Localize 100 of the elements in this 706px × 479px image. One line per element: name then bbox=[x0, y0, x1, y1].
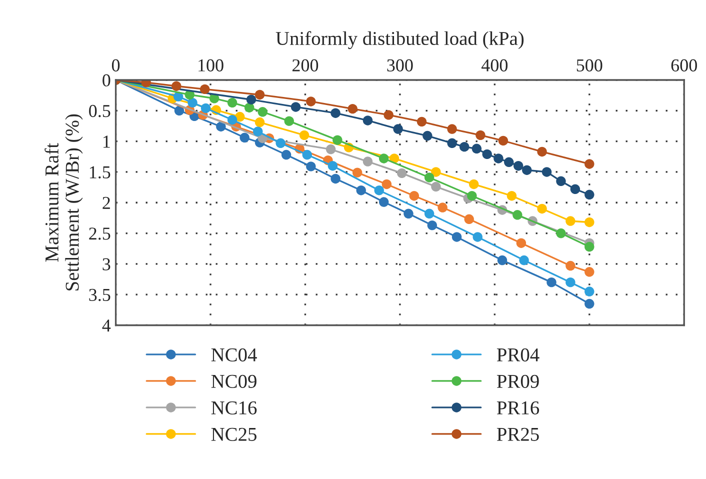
point bbox=[427, 220, 438, 230]
point bbox=[472, 232, 482, 242]
point bbox=[174, 106, 184, 116]
point bbox=[348, 104, 358, 114]
point bbox=[240, 132, 250, 142]
point bbox=[188, 98, 198, 108]
x-tick-label: 0 bbox=[112, 59, 120, 72]
point bbox=[378, 197, 389, 207]
point bbox=[422, 130, 432, 141]
legend-label: NC09 bbox=[211, 374, 256, 388]
point bbox=[396, 168, 407, 178]
point bbox=[200, 103, 211, 114]
point bbox=[362, 156, 373, 166]
point bbox=[253, 126, 263, 136]
point bbox=[537, 204, 547, 214]
point bbox=[284, 116, 294, 126]
point bbox=[330, 174, 340, 184]
point bbox=[326, 144, 336, 154]
y-tick-label: 3.5 bbox=[89, 288, 110, 302]
point bbox=[566, 216, 576, 226]
point bbox=[306, 162, 316, 172]
point bbox=[393, 124, 403, 134]
point bbox=[352, 168, 362, 178]
point bbox=[200, 84, 210, 94]
y-axis-title: Maximum Raft Settlement (W/Br) (%) bbox=[44, 114, 83, 290]
point bbox=[172, 81, 182, 91]
point bbox=[374, 185, 384, 196]
point bbox=[460, 142, 470, 152]
point bbox=[416, 116, 427, 127]
point bbox=[512, 210, 522, 220]
point bbox=[513, 160, 524, 171]
point bbox=[464, 214, 474, 224]
point bbox=[584, 286, 594, 296]
point bbox=[362, 116, 373, 126]
point bbox=[332, 135, 342, 145]
y-tick-label: 2 bbox=[102, 196, 110, 209]
point bbox=[431, 167, 441, 177]
point bbox=[546, 277, 556, 288]
point bbox=[299, 130, 310, 140]
point bbox=[216, 122, 226, 132]
y-tick-label: 1 bbox=[103, 136, 110, 148]
x-tick-label: 400 bbox=[481, 59, 508, 72]
point bbox=[438, 202, 448, 212]
point bbox=[254, 117, 265, 128]
x-tick-label: 500 bbox=[576, 59, 602, 72]
point bbox=[522, 165, 532, 175]
legend-label: PR04 bbox=[496, 348, 540, 362]
point bbox=[244, 102, 254, 112]
x-tick-label: 200 bbox=[292, 59, 318, 72]
point bbox=[227, 114, 238, 125]
point bbox=[468, 179, 479, 190]
point bbox=[276, 138, 286, 148]
point bbox=[409, 191, 420, 201]
point bbox=[258, 107, 268, 117]
x-axis-title: Uniformly distibuted load (kPa) bbox=[276, 31, 524, 50]
point bbox=[246, 94, 256, 104]
point bbox=[424, 172, 434, 182]
point bbox=[494, 154, 504, 164]
point bbox=[356, 185, 366, 196]
point bbox=[584, 267, 594, 277]
point bbox=[384, 110, 394, 120]
legend-label: PR16 bbox=[496, 401, 540, 414]
y-tick-label: 3 bbox=[102, 258, 110, 270]
point bbox=[302, 150, 312, 160]
legend-label: NC16 bbox=[211, 401, 257, 414]
point bbox=[556, 228, 566, 238]
x-tick-label: 300 bbox=[387, 59, 413, 72]
point bbox=[424, 208, 434, 219]
y-tick-label: 1.5 bbox=[90, 166, 110, 178]
point bbox=[254, 90, 265, 100]
point bbox=[467, 191, 477, 201]
point bbox=[330, 108, 340, 118]
point bbox=[584, 298, 594, 309]
point bbox=[537, 146, 547, 157]
point bbox=[519, 255, 529, 266]
point bbox=[235, 112, 245, 122]
point bbox=[570, 184, 580, 194]
x-tick-label: 100 bbox=[198, 59, 224, 72]
point bbox=[516, 238, 526, 248]
point bbox=[378, 154, 389, 164]
point bbox=[472, 144, 482, 154]
point bbox=[227, 98, 238, 108]
point bbox=[584, 159, 594, 169]
point bbox=[476, 130, 486, 140]
point bbox=[566, 260, 576, 271]
y-tick-label: 0 bbox=[102, 74, 110, 86]
y-tick-label: 4 bbox=[102, 320, 111, 332]
point bbox=[431, 182, 441, 192]
legend-label: PR25 bbox=[496, 428, 539, 441]
point bbox=[452, 232, 462, 242]
legend-label: NC25 bbox=[211, 428, 256, 441]
point bbox=[290, 102, 301, 112]
point bbox=[404, 208, 414, 219]
point bbox=[566, 277, 576, 288]
point bbox=[542, 167, 552, 177]
point bbox=[506, 191, 517, 201]
point bbox=[306, 96, 316, 106]
point bbox=[482, 149, 492, 160]
point bbox=[556, 176, 566, 186]
point bbox=[584, 217, 594, 228]
